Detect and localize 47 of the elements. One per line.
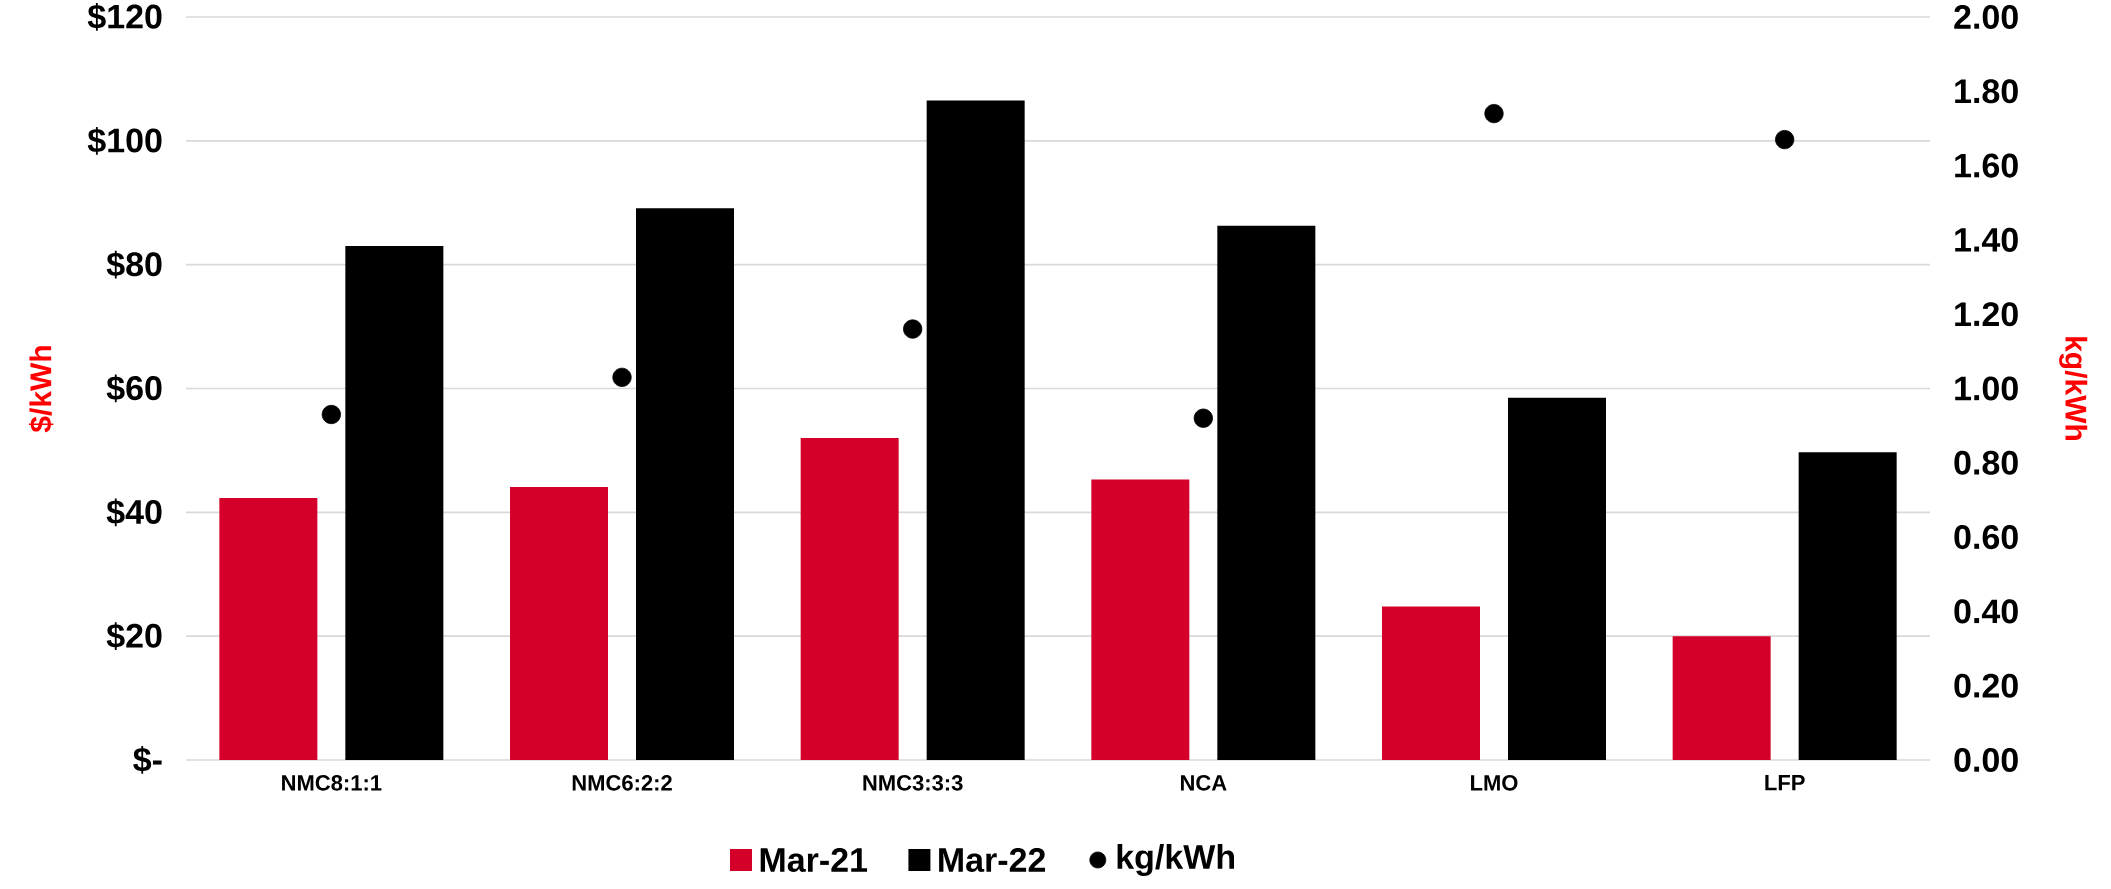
x-tick-label: NMC8:1:1 <box>282 775 382 791</box>
y-tick-label: $80 <box>106 250 162 279</box>
bar <box>1508 397 1606 760</box>
y-tick-label: $- <box>133 746 162 774</box>
bar <box>926 100 1025 760</box>
bar <box>1382 606 1480 760</box>
bar <box>219 498 318 760</box>
bar <box>800 438 899 760</box>
legend-label: Mar-21 <box>760 847 868 873</box>
bar <box>636 208 735 760</box>
x-tick-label: LFP <box>1765 775 1805 791</box>
y-tick-label: $40 <box>106 498 162 527</box>
y2-tick-label: 0.40 <box>1954 599 2018 624</box>
y2-axis-title: kg/kWh <box>2059 337 2088 440</box>
y2-tick-label: 0.60 <box>1954 525 2018 550</box>
bar <box>1798 452 1897 760</box>
y-tick-label: $120 <box>87 3 162 31</box>
bar <box>345 246 444 760</box>
legend-label: Mar-22 <box>939 847 1046 873</box>
point <box>1193 408 1213 428</box>
y2-tick-label: 1.00 <box>1955 376 2018 401</box>
y2-tick-label: 1.80 <box>1955 79 2018 104</box>
y-axis-title: $/kWh <box>28 346 54 433</box>
y-tick-label: $60 <box>106 374 162 403</box>
bar <box>510 486 609 760</box>
legend-label: kg/kWh <box>1117 844 1235 876</box>
y-tick-label: $100 <box>87 126 162 155</box>
point <box>1484 103 1504 124</box>
x-tick-label: NMC6:2:2 <box>572 775 672 791</box>
point <box>612 367 632 387</box>
y2-tick-label: 0.00 <box>1954 747 2018 773</box>
x-tick-label: NCA <box>1180 775 1227 791</box>
x-tick-label: NMC3:3:3 <box>863 775 963 791</box>
y2-tick-label: 1.40 <box>1955 227 2018 252</box>
y2-tick-label: 1.60 <box>1955 153 2018 178</box>
bar <box>1672 636 1771 760</box>
bar <box>1091 479 1190 760</box>
y2-tick-label: 0.20 <box>1954 673 2018 698</box>
bar <box>1217 225 1316 760</box>
y2-tick-label: 0.80 <box>1954 450 2018 475</box>
y2-tick-label: 2.00 <box>1954 4 2018 30</box>
y-tick-label: $20 <box>106 622 162 651</box>
point <box>903 319 923 339</box>
point <box>321 404 341 425</box>
x-tick-label: LMO <box>1471 775 1518 791</box>
y2-tick-label: 1.20 <box>1955 302 2018 327</box>
point <box>1775 129 1795 150</box>
